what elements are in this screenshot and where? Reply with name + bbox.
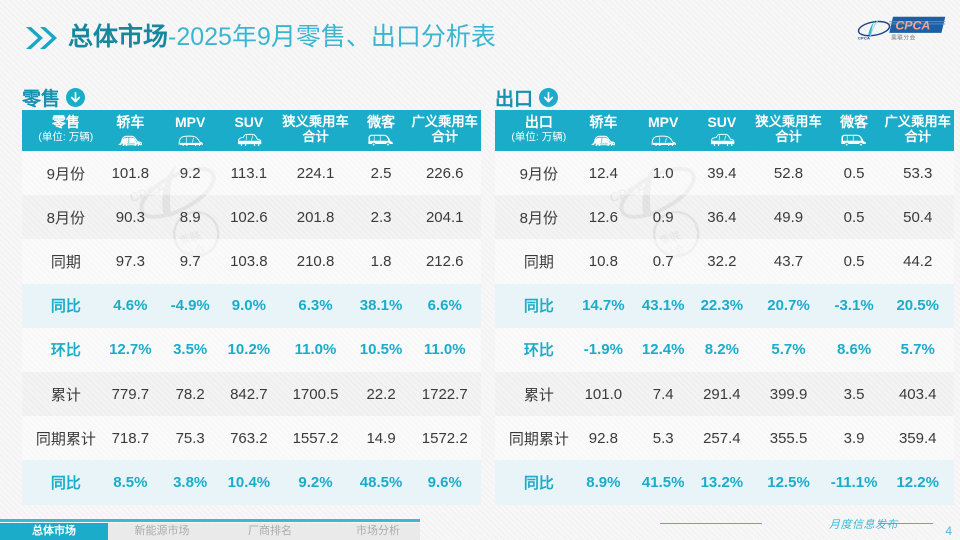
svg-text:乘联分会: 乘联分会 (891, 34, 916, 42)
svg-text:CPCA: CPCA (895, 19, 930, 33)
svg-text:CPCA: CPCA (858, 36, 870, 41)
